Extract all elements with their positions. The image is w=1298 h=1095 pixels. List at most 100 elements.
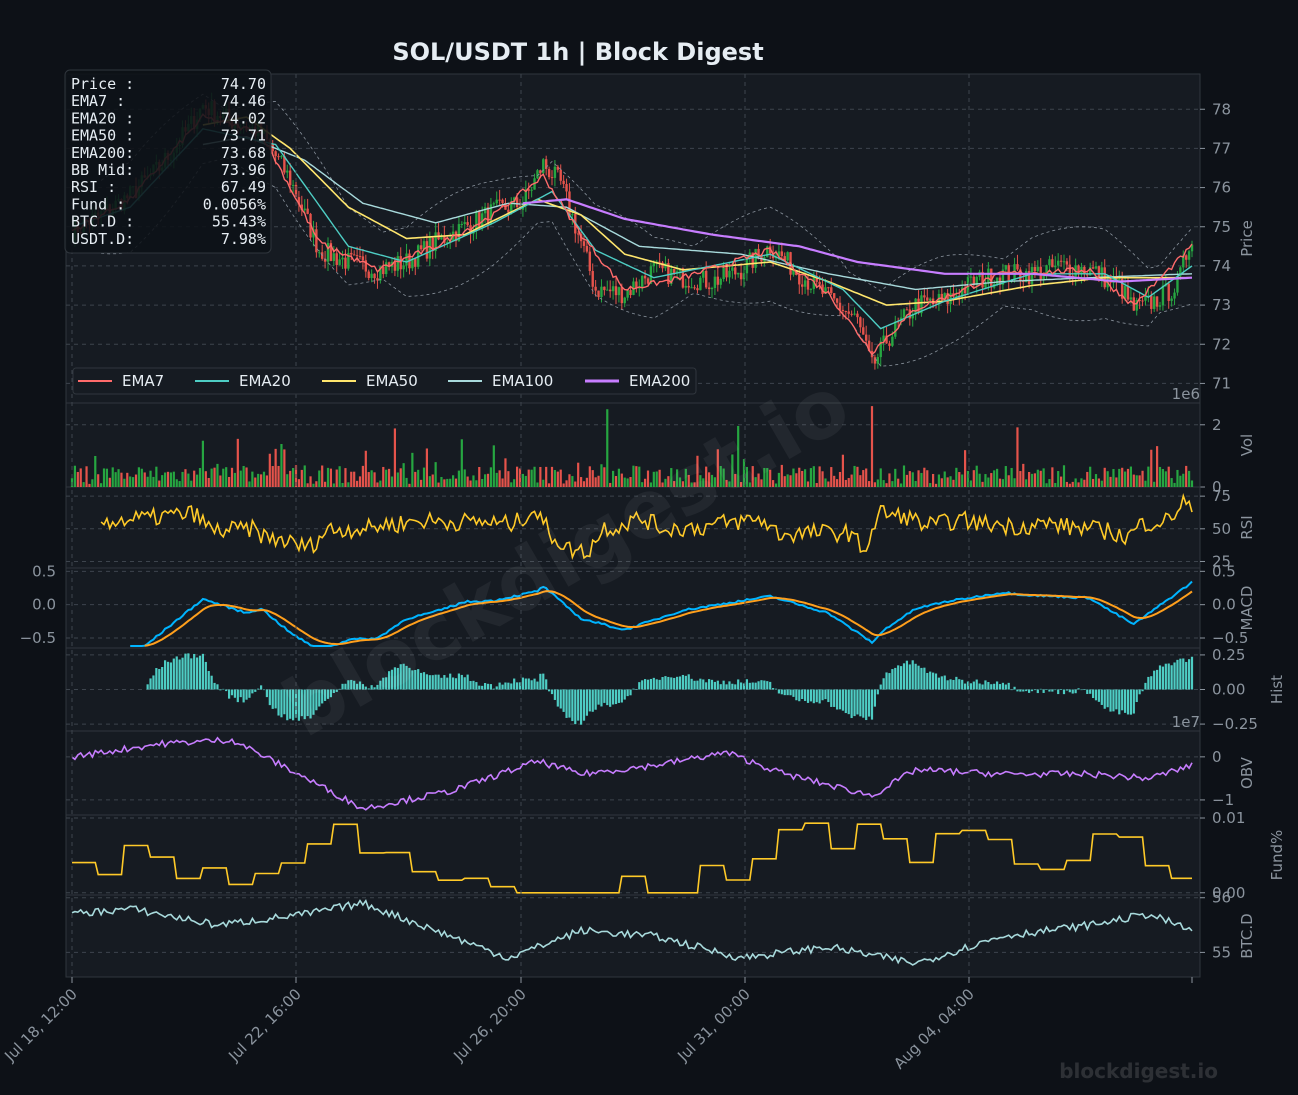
y-axis-label-rsi: RSI [1238, 515, 1256, 539]
volume-bar [801, 470, 804, 487]
hist-bar [184, 653, 187, 690]
hist-bar [795, 689, 798, 701]
info-value: 55.43% [212, 213, 266, 231]
volume-bar [181, 471, 184, 487]
volume-bar [309, 476, 312, 487]
info-value: 74.70 [221, 75, 266, 93]
hist-bar [658, 679, 661, 690]
hist-bar [975, 679, 978, 690]
candle-body [510, 201, 513, 213]
candle-body [1129, 297, 1133, 300]
volume-bar [812, 466, 815, 487]
candle-body [588, 251, 592, 272]
volume-bar [582, 481, 586, 487]
volume-bar [108, 477, 111, 487]
volume-bar [795, 473, 798, 487]
candle-body [614, 286, 618, 296]
volume-bar [140, 468, 143, 487]
volume-bar [1007, 475, 1010, 487]
hist-bar [655, 679, 658, 690]
volume-bar [833, 475, 836, 487]
hist-bar [783, 689, 786, 696]
candle-body [361, 256, 365, 261]
candle-body [1016, 264, 1019, 270]
hist-bar [635, 689, 638, 690]
hist-bar [757, 681, 760, 690]
candle-body [1155, 296, 1159, 307]
hist-bar [280, 689, 283, 718]
hist-bar [585, 689, 589, 716]
hist-bar [603, 689, 606, 703]
hist-bar [716, 680, 719, 690]
hist-bar [1187, 659, 1191, 690]
volume-bar [193, 470, 196, 487]
hist-bar [219, 689, 222, 691]
candle-body [905, 309, 909, 311]
hist-bar [408, 667, 411, 690]
y-tick-label: 0.0 [1212, 596, 1236, 614]
volume-bar [821, 471, 824, 487]
candle-body [297, 197, 301, 205]
hist-bar [731, 683, 734, 690]
ema200-line [522, 198, 1193, 283]
volume-bar [486, 473, 490, 487]
volume-bar [614, 475, 618, 487]
hist-bar [1138, 689, 1141, 695]
volume-bar [1138, 475, 1141, 487]
volume-bar [481, 478, 484, 487]
volume-bar [806, 481, 810, 487]
hist-bar [204, 661, 207, 690]
hist-bar [373, 687, 376, 690]
volume-bar [414, 471, 417, 487]
volume-bar [76, 471, 79, 487]
hist-bar [705, 682, 708, 690]
obv-line [71, 736, 1193, 811]
y-tick-label: 73 [1212, 296, 1231, 314]
volume-bar [297, 479, 301, 487]
footer-watermark: blockdigest.io [1059, 1059, 1218, 1083]
y-axis-label-hist: Hist [1268, 675, 1286, 704]
hist-bar [550, 689, 554, 695]
volume-bar [126, 472, 129, 487]
candle-body [486, 207, 490, 225]
hist-bar [163, 660, 167, 690]
hist-bar [478, 685, 481, 690]
hist-bar [835, 689, 839, 710]
hist-bar [690, 678, 693, 690]
volume-bar [286, 474, 289, 487]
volume-bar [120, 472, 123, 487]
candle-body [661, 262, 664, 269]
y-tick-label: 74 [1212, 257, 1231, 275]
volume-bar [995, 468, 999, 487]
candle-body [894, 321, 897, 337]
hist-bar [431, 675, 434, 690]
hist-bar [481, 685, 484, 690]
hist-bar [387, 671, 391, 690]
volume-bar [710, 474, 714, 487]
volume-bar [556, 471, 559, 487]
volume-bar [824, 478, 827, 487]
volume-bar [530, 469, 533, 487]
volume-bar [158, 480, 161, 487]
hist-bar [414, 669, 417, 690]
hist-bar [1173, 662, 1176, 690]
volume-bar [492, 445, 495, 487]
hist-bar [579, 689, 583, 725]
volume-bar [713, 477, 717, 487]
hist-bar [600, 689, 603, 707]
volume-bar [542, 479, 545, 487]
volume-bar [1112, 469, 1115, 487]
volume-bar [280, 443, 283, 487]
candle-body [920, 295, 923, 314]
volume-bar [457, 470, 461, 487]
hist-bar [451, 677, 455, 690]
hist-bar [507, 682, 510, 690]
volume-bar [754, 477, 757, 487]
volume-bar [172, 471, 175, 487]
volume-bar [786, 474, 789, 487]
candle-body [646, 278, 650, 284]
hist-bar [838, 689, 842, 710]
hist-bar [1074, 689, 1077, 694]
volume-bar [178, 481, 181, 487]
volume-bar [382, 466, 385, 487]
